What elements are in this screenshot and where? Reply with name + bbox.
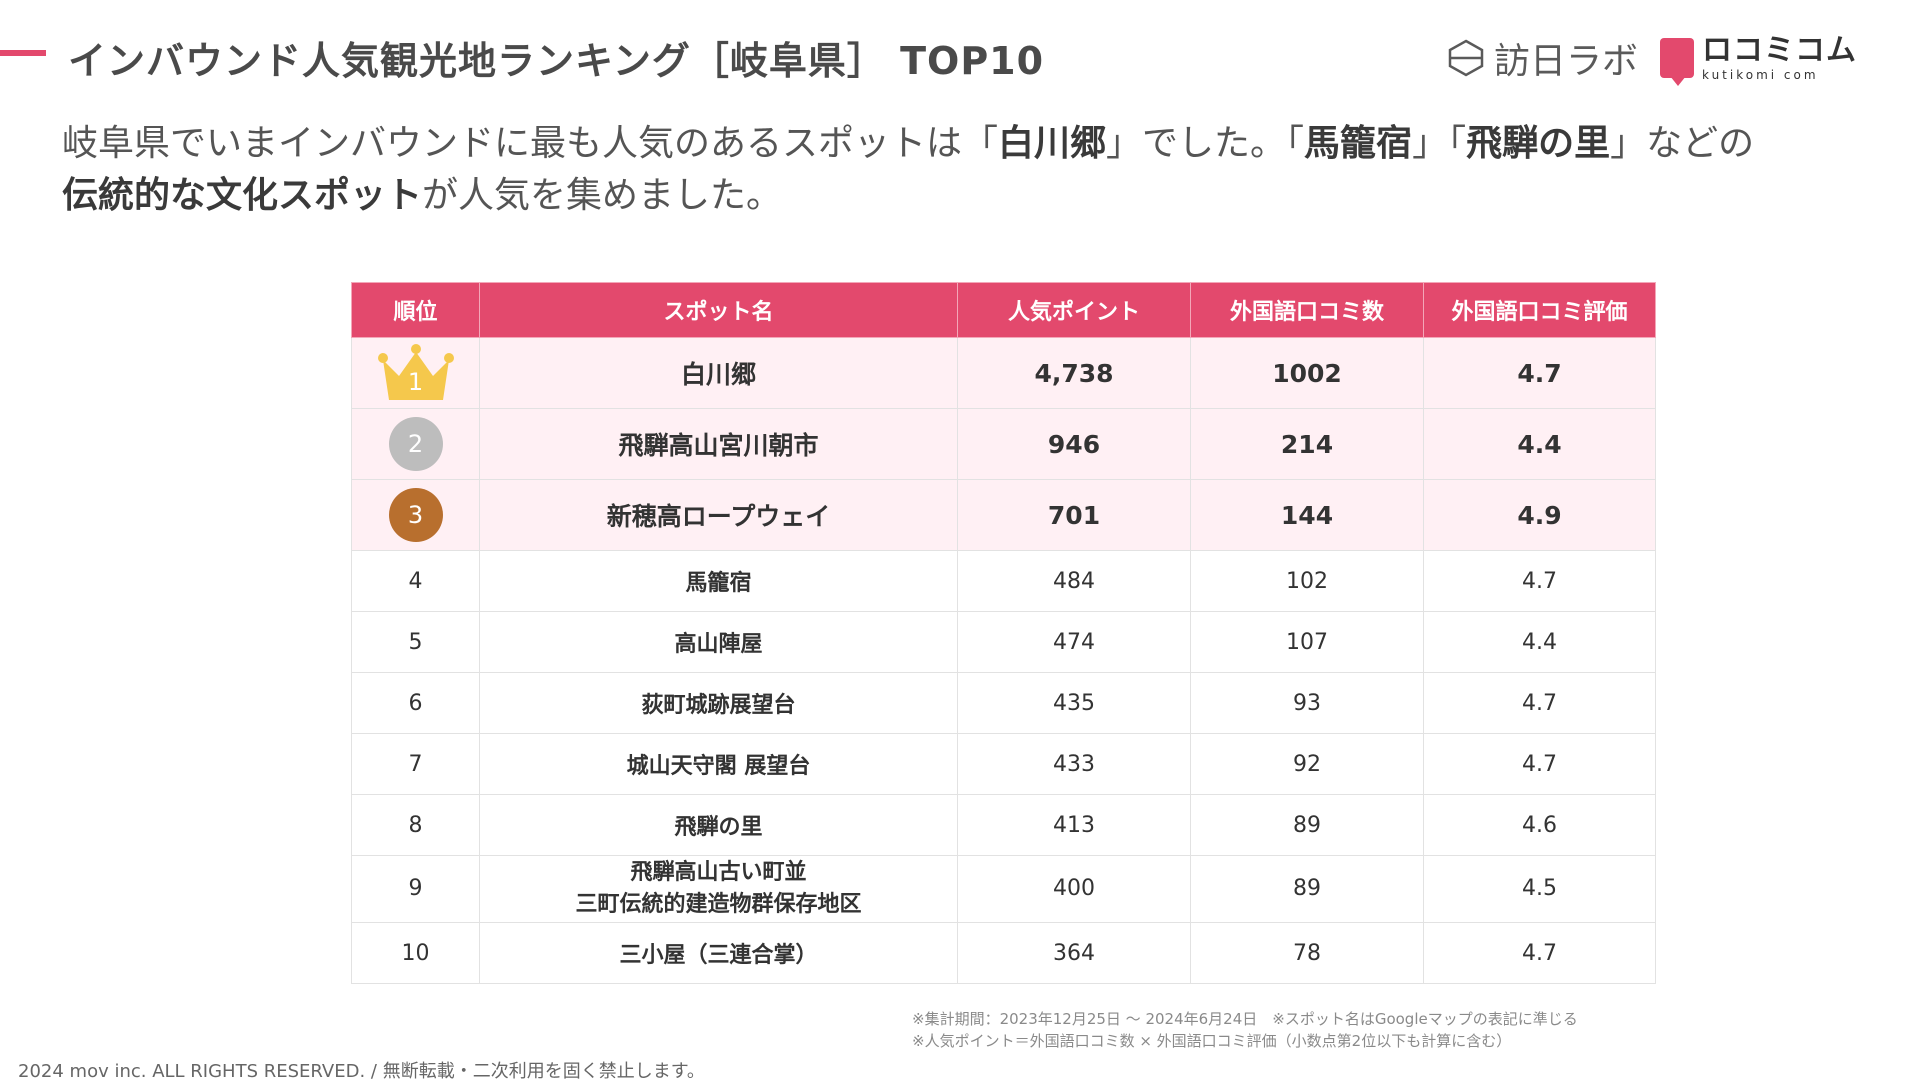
- table-row: 1 白川郷 4,738 1002 4.7: [351, 337, 1656, 409]
- rating-cell: 4.6: [1423, 794, 1656, 856]
- table-row: 2 飛騨高山宮川朝市 946 214 4.4: [351, 408, 1656, 480]
- table-row: 5 高山陣屋 474 107 4.4: [351, 611, 1656, 673]
- title-accent-bar: [0, 50, 46, 56]
- intro-part: が人気を集めました。: [422, 175, 783, 216]
- rating-cell: 4.7: [1423, 672, 1656, 734]
- points-cell: 474: [957, 611, 1191, 673]
- header-rank: 順位: [351, 282, 480, 338]
- footnote-line: ※集計期間：2023年12月25日 〜 2024年6月24日 ※スポット名はGo…: [912, 1010, 1578, 1028]
- rating-cell: 4.9: [1423, 479, 1656, 551]
- review-count-cell: 107: [1190, 611, 1424, 673]
- table-row: 8 飛騨の里 413 89 4.6: [351, 794, 1656, 856]
- rank-cell: 5: [351, 611, 480, 673]
- page-title: インバウンド人気観光地ランキング［岐阜県］ TOP10: [68, 39, 1045, 83]
- review-count-cell: 89: [1190, 794, 1424, 856]
- intro-part: 」「: [1412, 123, 1467, 164]
- review-count-cell: 102: [1190, 550, 1424, 612]
- rating-cell: 4.4: [1423, 611, 1656, 673]
- rank-number: 1: [407, 368, 424, 396]
- intro-bold: 馬籠宿: [1304, 123, 1413, 164]
- footnote-line: ※人気ポイント＝外国語口コミ数 × 外国語口コミ評価（小数点第2位以下も計算に含…: [912, 1032, 1512, 1050]
- footnotes: ※集計期間：2023年12月25日 〜 2024年6月24日 ※スポット名はGo…: [912, 1008, 1578, 1052]
- points-cell: 433: [957, 733, 1191, 795]
- header-review-rating: 外国語口コミ評価: [1423, 282, 1656, 338]
- review-count-cell: 89: [1190, 855, 1424, 923]
- points-cell: 413: [957, 794, 1191, 856]
- points-cell: 946: [957, 408, 1191, 480]
- header-spot-name: スポット名: [479, 282, 958, 338]
- speech-bubble-icon: [1660, 38, 1694, 86]
- table-row: 4 馬籠宿 484 102 4.7: [351, 550, 1656, 612]
- rating-cell: 4.7: [1423, 922, 1656, 984]
- intro-bold: 白川郷: [998, 123, 1107, 164]
- rank-cell: 2: [351, 408, 480, 480]
- table-row: 9 飛騨高山古い町並 三町伝統的建造物群保存地区 400 89 4.5: [351, 855, 1656, 923]
- header-points: 人気ポイント: [957, 282, 1191, 338]
- table-row: 6 荻町城跡展望台 435 93 4.7: [351, 672, 1656, 734]
- review-count-cell: 92: [1190, 733, 1424, 795]
- rank-cell: 6: [351, 672, 480, 734]
- rank-cell: 3: [351, 479, 480, 551]
- logo-main-text: 訪日ラボ: [1493, 41, 1638, 82]
- ranking-table: 順位 スポット名 人気ポイント 外国語口コミ数 外国語口コミ評価 1 白川郷: [351, 282, 1656, 984]
- table-header-row: 順位 スポット名 人気ポイント 外国語口コミ数 外国語口コミ評価: [351, 282, 1656, 338]
- rank-cell: 10: [351, 922, 480, 984]
- logo-area: 訪日ラボ ロコミコム kutikomi com: [1446, 32, 1857, 86]
- points-cell: 435: [957, 672, 1191, 734]
- spot-name: 新穂高ロープウェイ: [479, 479, 958, 551]
- spot-name: 高山陣屋: [479, 611, 958, 673]
- kutikomi-com-logo: ロコミコム kutikomi com: [1660, 32, 1857, 86]
- intro-bold: 飛騨の里: [1466, 123, 1611, 164]
- review-count-cell: 144: [1190, 479, 1424, 551]
- spot-name: 白川郷: [479, 337, 958, 409]
- spot-name-line1: 飛騨高山古い町並: [630, 860, 807, 885]
- logo2-sub-text: kutikomi com: [1702, 67, 1819, 82]
- rank-cell: 1: [351, 337, 480, 409]
- intro-bold: 伝統的な文化スポット: [62, 175, 423, 216]
- review-count-cell: 78: [1190, 922, 1424, 984]
- points-cell: 400: [957, 855, 1191, 923]
- table-row: 10 三小屋（三連合掌） 364 78 4.7: [351, 922, 1656, 984]
- houniti-lab-logo: 訪日ラボ: [1446, 32, 1638, 84]
- points-cell: 484: [957, 550, 1191, 612]
- crown-icon: 1: [377, 342, 455, 404]
- review-count-cell: 214: [1190, 408, 1424, 480]
- intro-part: 岐阜県でいまインバウンドに最も人気のあるスポットは「: [62, 123, 999, 164]
- points-cell: 364: [957, 922, 1191, 984]
- rating-cell: 4.7: [1423, 337, 1656, 409]
- bronze-badge-icon: 3: [388, 488, 443, 542]
- spot-name: 馬籠宿: [479, 550, 958, 612]
- intro-part: 」などの: [1610, 123, 1755, 164]
- rating-cell: 4.4: [1423, 408, 1656, 480]
- rating-cell: 4.5: [1423, 855, 1656, 923]
- rank-cell: 4: [351, 550, 480, 612]
- spot-name-line2: 三町伝統的建造物群保存地区: [575, 892, 862, 917]
- spot-name: 城山天守閣 展望台: [479, 733, 958, 795]
- table-row: 3 新穂高ロープウェイ 701 144 4.9: [351, 479, 1656, 551]
- spot-name: 三小屋（三連合掌）: [479, 922, 958, 984]
- header-review-count: 外国語口コミ数: [1190, 282, 1424, 338]
- copyright-footer: 2024 mov inc. ALL RIGHTS RESERVED. / 無断転…: [18, 1061, 705, 1082]
- review-count-cell: 1002: [1190, 337, 1424, 409]
- spot-name: 飛騨高山宮川朝市: [479, 408, 958, 480]
- points-cell: 4,738: [957, 337, 1191, 409]
- spot-name: 飛騨高山古い町並 三町伝統的建造物群保存地区: [479, 855, 958, 923]
- points-cell: 701: [957, 479, 1191, 551]
- rank-cell: 9: [351, 855, 480, 923]
- intro-part: 」でした。「: [1106, 123, 1305, 164]
- spot-name: 飛騨の里: [479, 794, 958, 856]
- silver-badge-icon: 2: [388, 417, 443, 471]
- rating-cell: 4.7: [1423, 550, 1656, 612]
- spot-name: 荻町城跡展望台: [479, 672, 958, 734]
- logo2-main-text: ロコミコム: [1702, 32, 1857, 68]
- rating-cell: 4.7: [1423, 733, 1656, 795]
- intro-text: 岐阜県でいまインバウンドに最も人気のあるスポットは「白川郷」でした。「馬籠宿」「…: [62, 118, 1872, 222]
- rank-cell: 8: [351, 794, 480, 856]
- table-row: 7 城山天守閣 展望台 433 92 4.7: [351, 733, 1656, 795]
- hexagon-logo-icon: [1448, 39, 1484, 77]
- rank-cell: 7: [351, 733, 480, 795]
- review-count-cell: 93: [1190, 672, 1424, 734]
